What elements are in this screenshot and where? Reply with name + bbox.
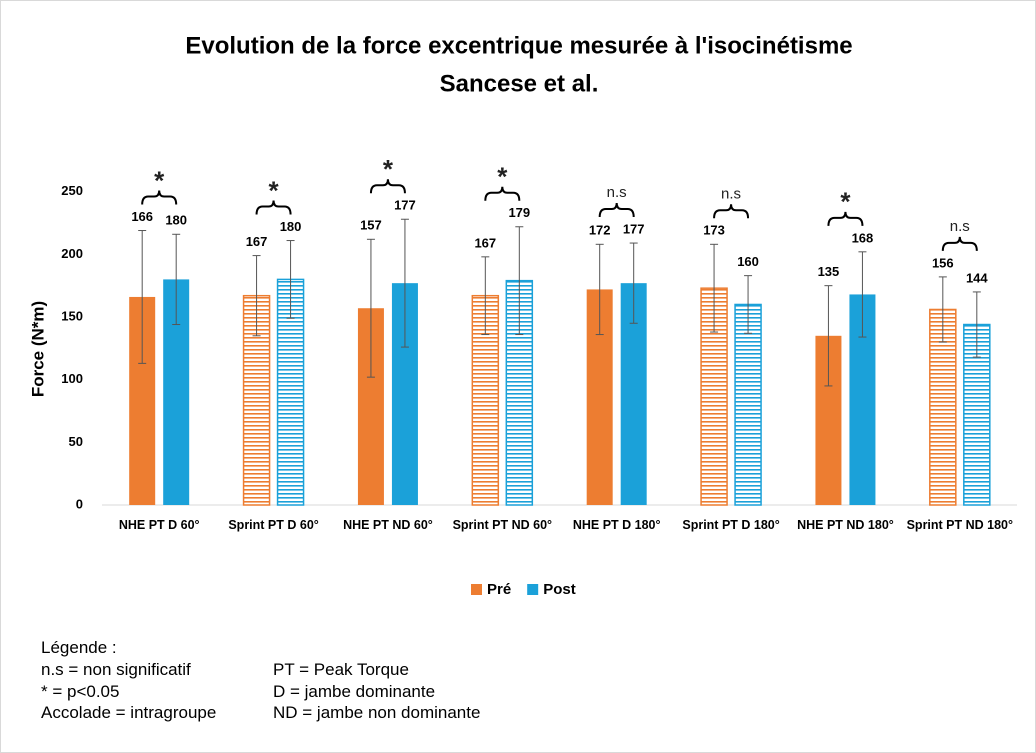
value-label: 173 [703,223,725,238]
value-label: 172 [589,223,611,238]
value-label: 179 [508,205,530,220]
significance-bracket [941,236,978,251]
note-line: * = p<0.05 [41,681,120,701]
significance-label: * [154,165,165,195]
x-tick-label: NHE PT D 60° [118,518,200,532]
y-tick-label: 250 [61,183,83,198]
significance-label: * [383,154,394,184]
value-label: 167 [246,234,268,249]
value-label: 160 [737,254,759,269]
x-tick-label: Sprint PT D 60° [228,518,319,532]
chart-title: Evolution de la force excentrique mesuré… [185,32,852,59]
significance-bracket [255,200,292,215]
value-label: 180 [165,213,187,228]
significance-label: * [840,187,851,217]
value-label: 177 [623,221,645,236]
note-line: D = jambe dominante [273,681,436,701]
x-tick-label: NHE PT D 180° [572,518,661,532]
chart-subtitle: Sancese et al. [440,70,599,97]
legend-label: Pré [487,581,511,598]
x-tick-label: Sprint PT ND 180° [906,518,1014,532]
value-label: 135 [818,264,840,279]
value-label: 166 [131,209,153,224]
bar [734,303,762,506]
x-tick-label: NHE PT ND 180° [797,518,894,532]
y-tick-label: 200 [61,246,83,261]
x-tick-label: NHE PT ND 60° [343,518,433,532]
notes-heading: Légende : [41,638,117,657]
value-label: 144 [966,270,988,285]
note-line: n.s = non significatif [41,660,191,679]
significance-label: n.s [950,218,970,235]
y-tick-label: 150 [61,308,83,323]
significance-bracket [827,211,864,226]
legend-swatch [471,584,482,595]
y-tick-label: 100 [61,371,83,386]
significance-bracket [598,203,635,218]
significance-bracket [713,204,750,219]
value-label: 168 [852,230,874,245]
y-tick-label: 50 [69,434,83,449]
note-line: ND = jambe non dominante [273,703,481,722]
significance-bracket [141,190,178,205]
significance-bracket [484,186,521,201]
x-tick-label: Sprint PT ND 60° [452,518,553,532]
note-line: PT = Peak Torque [273,660,409,679]
legend-swatch [527,584,539,595]
significance-label: n.s [607,184,627,201]
value-label: 180 [280,219,302,234]
value-label: 177 [394,198,416,213]
legend-label: Post [543,581,576,598]
bar [242,294,271,506]
significance-label: * [269,175,280,205]
y-axis-label: Force (N*m) [28,301,47,397]
value-label: 167 [474,235,496,250]
significance-bracket [369,179,406,194]
value-label: 157 [360,218,382,233]
note-line: Accolade = intragroupe [41,703,217,722]
significance-label: * [497,162,508,192]
significance-label: n.s [721,185,741,202]
bar [276,278,305,506]
y-tick-label: 0 [76,496,83,511]
x-tick-label: Sprint PT D 180° [682,518,780,532]
value-label: 156 [932,255,954,270]
